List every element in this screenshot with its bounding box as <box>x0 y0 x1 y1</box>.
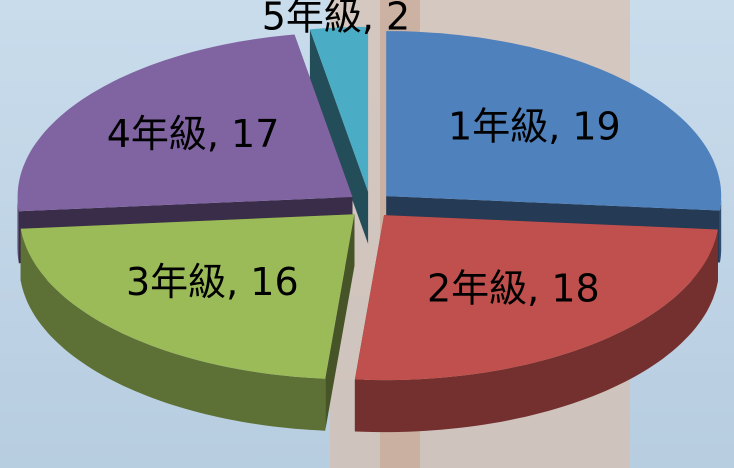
data-label: 4年級, 17 <box>107 112 280 156</box>
data-label: 5年級, 2 <box>262 0 411 39</box>
data-label: 2年級, 18 <box>427 266 600 310</box>
data-label: 3年級, 16 <box>126 260 299 304</box>
data-label: 1年級, 19 <box>448 105 621 149</box>
chart: 1年級, 19 2年級, 18 3年級, 16 4年級, 17 5年級, 2 <box>0 0 734 468</box>
